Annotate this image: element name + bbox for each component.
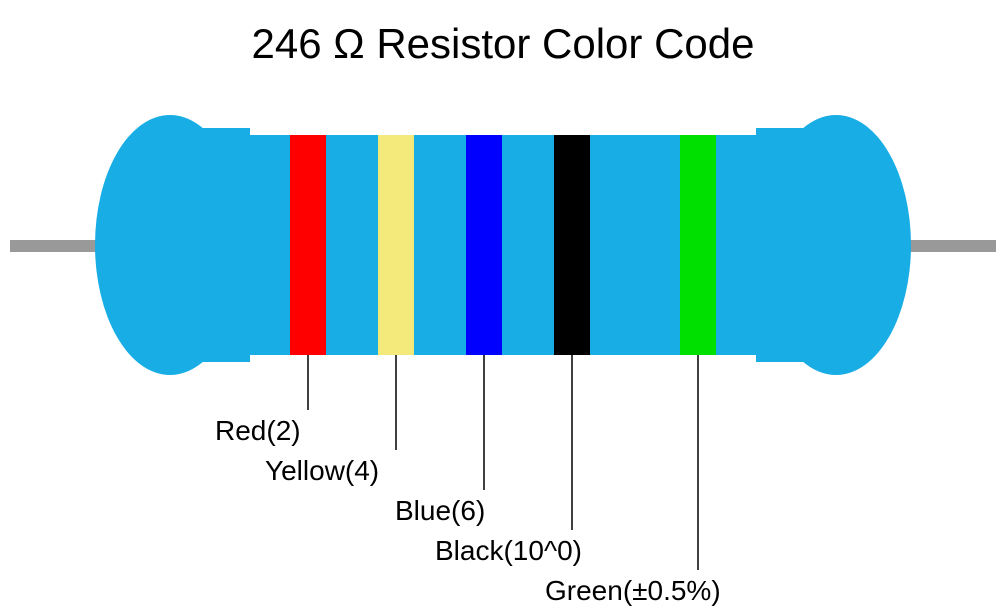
- band-2: [378, 135, 414, 355]
- band-4: [554, 135, 590, 355]
- band-5-label: Green(±0.5%): [545, 575, 721, 607]
- band-3: [466, 135, 502, 355]
- band-4-label: Black(10^0): [435, 535, 582, 567]
- resistor-diagram: [0, 0, 1006, 607]
- band-5: [680, 135, 716, 355]
- band-3-label: Blue(6): [395, 495, 485, 527]
- band-2-label: Yellow(4): [265, 455, 379, 487]
- resistor-body: [195, 135, 811, 355]
- band-1-label: Red(2): [215, 415, 301, 447]
- band-1: [290, 135, 326, 355]
